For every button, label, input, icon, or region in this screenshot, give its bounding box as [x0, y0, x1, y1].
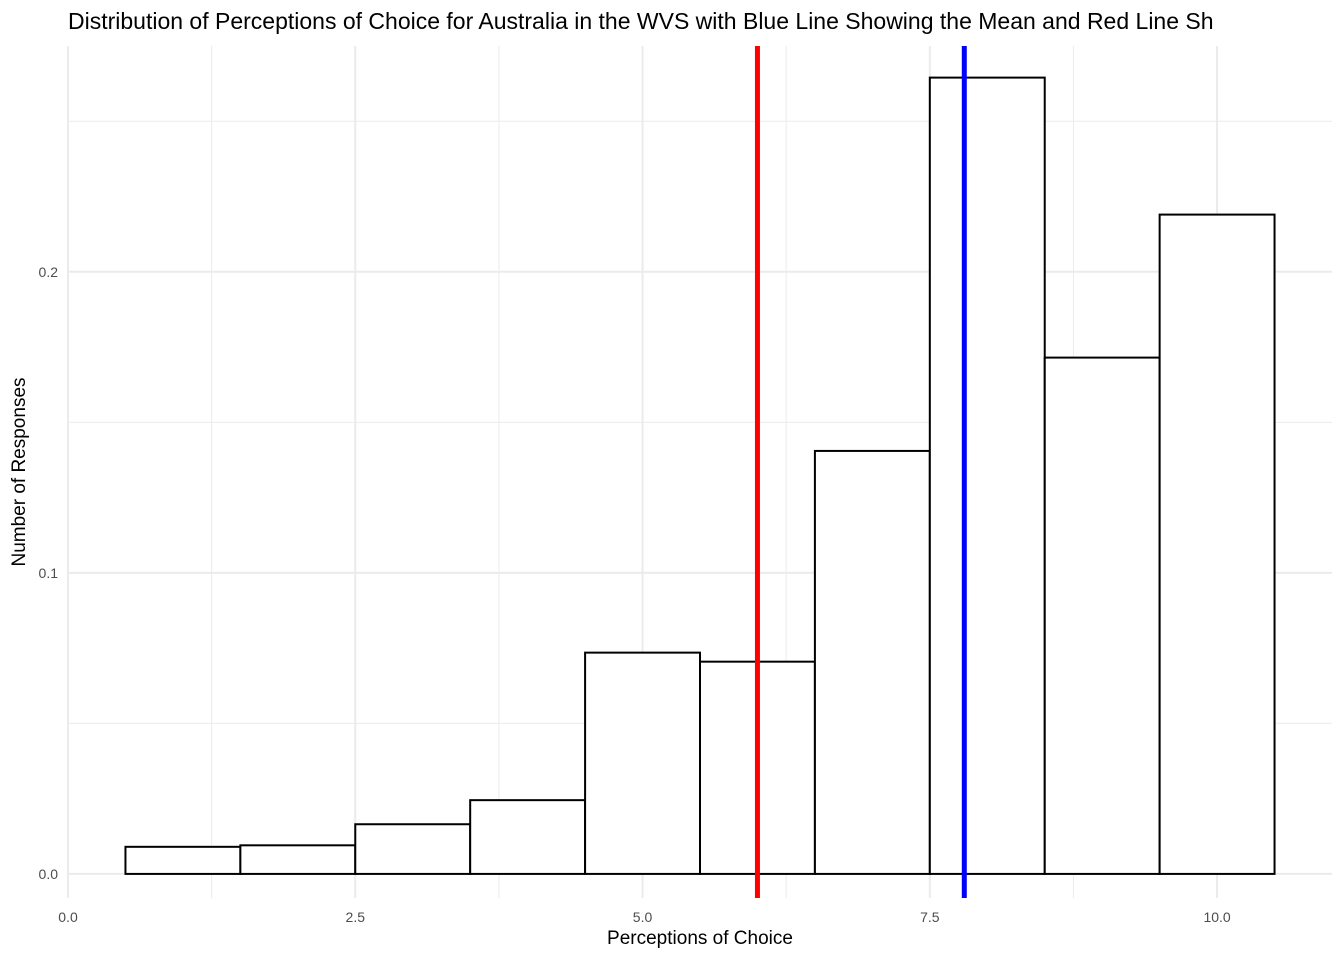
histogram-bar: [239, 844, 357, 875]
y-axis-ticks: 0.0 0.1 0.2: [39, 264, 59, 882]
x-tick-label: 0.0: [58, 909, 78, 925]
histogram-bars: [124, 76, 1276, 875]
histogram-bar: [124, 845, 242, 875]
x-tick-label: 7.5: [920, 909, 940, 925]
histogram-bar: [928, 76, 1046, 875]
x-tick-label: 2.5: [346, 909, 366, 925]
histogram-bar: [354, 823, 472, 875]
x-axis-ticks: 0.0 2.5 5.0 7.5 10.0: [58, 909, 1231, 925]
y-tick-label: 0.2: [39, 264, 59, 280]
x-tick-label: 5.0: [633, 909, 653, 925]
histogram-bar: [1158, 213, 1276, 875]
y-tick-label: 0.1: [39, 565, 59, 581]
histogram-bar: [1043, 356, 1161, 875]
histogram-bar: [584, 651, 701, 875]
x-axis-label: Perceptions of Choice: [607, 928, 793, 949]
histogram-bar: [813, 449, 931, 875]
reference-lines: [754, 46, 967, 898]
x-tick-label: 10.0: [1203, 909, 1230, 925]
y-tick-label: 0.0: [39, 866, 59, 882]
y-axis-label: Number of Responses: [9, 377, 30, 567]
histogram-bar: [469, 799, 587, 875]
chart-title: Distribution of Perceptions of Choice fo…: [68, 8, 1214, 34]
